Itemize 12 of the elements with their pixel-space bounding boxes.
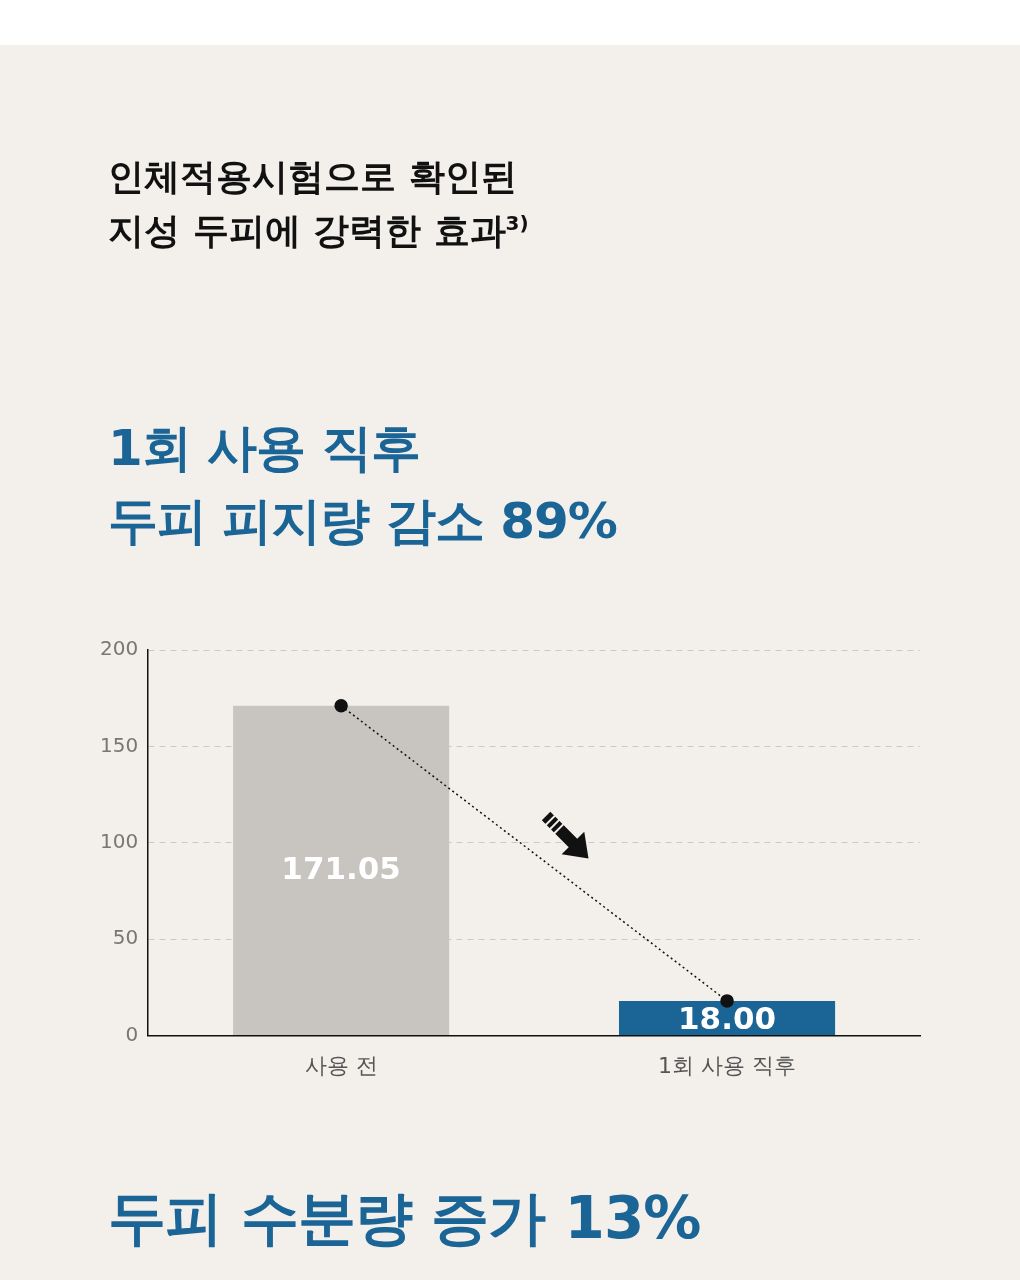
data-label: 18.00: [678, 1000, 777, 1037]
chart-title: 인체적용시험으로 확인된 지성 두피에 강력한 효과$^{3)}$: [108, 155, 529, 253]
text: 두피 수분량 증가 13%: [108, 1183, 701, 1254]
chart-subtitle: 1회 사용 직후 두피 피지량 감소 89%: [108, 418, 617, 552]
x-tick-label: 사용 전: [304, 1052, 378, 1078]
y-tick-label: 150: [99, 732, 139, 757]
x-tick-label: 1회 사용 직후: [658, 1052, 797, 1078]
y-tick-label: 200: [99, 636, 139, 661]
data-label: 171.05: [281, 849, 401, 886]
y-tick-label: 0: [125, 1021, 139, 1046]
y-tick-label: 100: [99, 829, 139, 853]
y-tick-label: 50: [112, 925, 139, 950]
